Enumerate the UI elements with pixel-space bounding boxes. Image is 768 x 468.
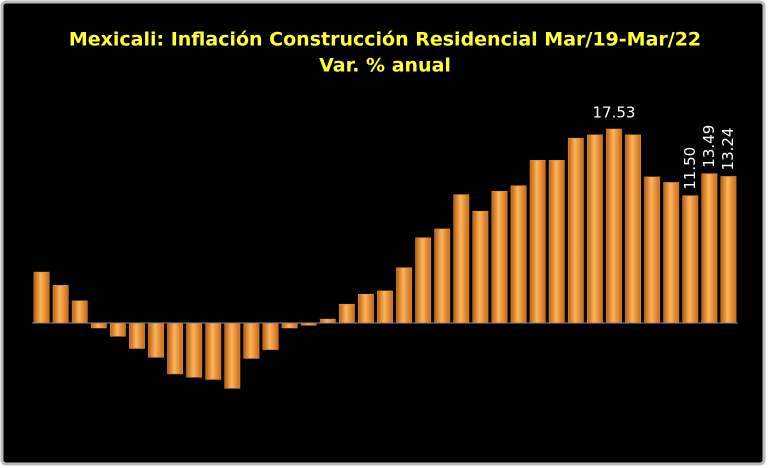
bar [720, 176, 737, 324]
value-label: 11.50 [681, 147, 699, 190]
bar [415, 237, 432, 324]
bar [262, 322, 279, 350]
bar [510, 185, 527, 324]
bar [682, 195, 699, 324]
bar [281, 322, 298, 329]
bar [491, 191, 508, 324]
bar [567, 137, 584, 324]
bar [644, 176, 661, 324]
bar [205, 322, 222, 380]
bar [587, 134, 603, 324]
chart-title: Mexicali: Inflación Construcción Residen… [69, 29, 701, 51]
bar [243, 322, 260, 359]
bar [129, 322, 145, 349]
bar [224, 322, 241, 389]
bar [52, 285, 69, 324]
bar [625, 134, 641, 324]
value-label: 17.53 [592, 104, 635, 122]
bar [453, 194, 470, 324]
bar [396, 267, 412, 324]
bar [606, 128, 622, 324]
bar [71, 300, 88, 324]
bar [377, 290, 393, 324]
bar [186, 322, 203, 378]
bar [319, 318, 336, 324]
bar [701, 173, 718, 324]
bar [548, 160, 565, 324]
bar [529, 160, 546, 324]
bar [472, 210, 489, 324]
bar [434, 228, 451, 324]
bar [663, 182, 680, 324]
bar [33, 271, 50, 324]
bar [148, 322, 164, 358]
bar [358, 293, 374, 324]
bar [167, 322, 183, 375]
chart-subtitle: Var. % anual [319, 55, 451, 77]
value-label: 13.49 [700, 125, 718, 168]
bar [109, 322, 126, 337]
bar [338, 303, 355, 324]
bar [90, 322, 107, 329]
value-label: 13.24 [719, 128, 737, 171]
